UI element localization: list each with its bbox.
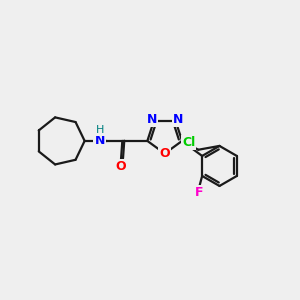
Text: F: F [195, 186, 203, 199]
Text: H: H [95, 125, 104, 135]
Text: O: O [159, 147, 170, 160]
Text: Cl: Cl [182, 136, 195, 149]
Text: N: N [146, 112, 157, 125]
Text: O: O [116, 160, 126, 173]
Text: N: N [94, 134, 105, 147]
Text: N: N [172, 112, 183, 125]
